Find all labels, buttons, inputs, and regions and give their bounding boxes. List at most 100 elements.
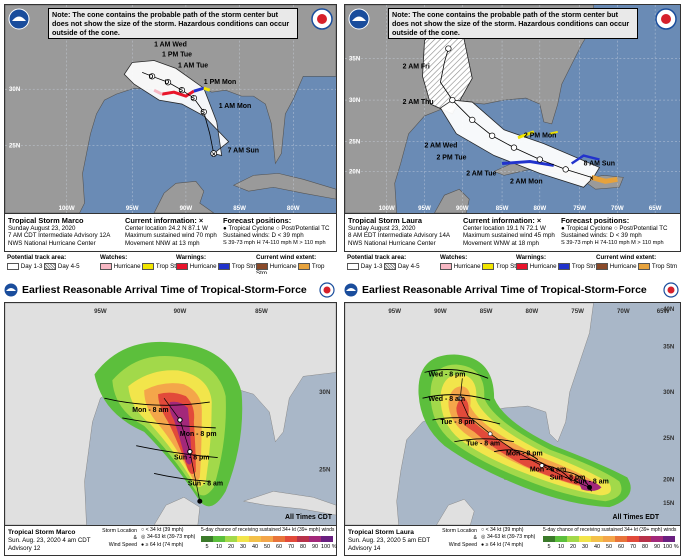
storm-location-label: Storm Location xyxy=(102,528,137,534)
marco-label-1am-wed: 1 AM Wed xyxy=(154,42,187,49)
arrival-advisory: Advisory 14 xyxy=(348,544,381,552)
nws-logo-icon xyxy=(655,8,677,30)
marco-lon-100w: 100W xyxy=(59,205,75,212)
storm-location-label: Storm Location xyxy=(442,528,477,534)
date-line: Sunday August 23, 2020 xyxy=(348,225,416,232)
map-label: 60 xyxy=(617,544,625,550)
laura-arrival-tue-8pm: Tue - 8 pm xyxy=(440,419,474,426)
max-wind: Maximum sustained wind 45 mph xyxy=(463,232,555,240)
laura-ea-lon-65w: 65W xyxy=(657,308,670,315)
marco-lat-30n: 30N xyxy=(9,86,21,93)
laura-lat-35n: 35N xyxy=(349,55,361,62)
marco-ea-lon-85w: 85W xyxy=(255,308,268,315)
laura-label-2am-mon: 2 AM Mon xyxy=(510,178,543,185)
laura-cone-panel: × 100W 95W 90W 85W 80W 75W 70W 65W 35N 3… xyxy=(344,4,681,274)
hurricane-extent-label: Hurricane xyxy=(609,263,637,271)
laura-ea-lat-35n: 35N xyxy=(663,344,675,351)
noaa-logo-icon xyxy=(4,283,18,297)
laura-lon-85w: 85W xyxy=(496,205,509,212)
kt64-label: ≥ 64 kt (74 mph) xyxy=(145,541,184,548)
fp-tropical: Tropical Cyclone xyxy=(228,225,275,232)
fp-post: Post/Potential TC xyxy=(619,225,668,232)
map-label: 40 xyxy=(251,544,259,550)
day45-label: Day 4-5 xyxy=(57,263,80,271)
wind-speed-label: Wind Speed xyxy=(448,542,477,548)
laura-lat-25n: 25N xyxy=(349,139,361,146)
marco-label-1am-mon: 1 AM Mon xyxy=(219,103,252,110)
laura-ea-lat-30n: 30N xyxy=(663,389,675,396)
laura-ea-lon-70w: 70W xyxy=(617,308,630,315)
day13-label: Day 1-3 xyxy=(20,263,43,271)
marco-cone-panel: × S S S D D 100W 95W 90W 85W 80W 30N 25N… xyxy=(4,4,337,274)
fp-post: Post/Potential TC xyxy=(281,225,330,232)
marco-arrival-map: Mon - 8 am Mon - 8 pm Sun - 8 pm Sun - 8… xyxy=(4,302,337,526)
movement: Movement NNW at 13 mph xyxy=(125,239,200,247)
map-label: 5 xyxy=(547,544,551,550)
fp-sustained: Sustained winds: xyxy=(223,232,270,240)
map-label: 50 xyxy=(605,544,613,550)
map-label: D xyxy=(149,73,154,80)
marco-info-box: Tropical Storm Marco Sunday August 23, 2… xyxy=(4,214,337,252)
max-wind: Maximum sustained wind 70 mph xyxy=(125,232,217,240)
map-label: × xyxy=(212,152,216,159)
center-location: Center location 24.2 N 87.1 W xyxy=(125,225,208,232)
date-line: Sunday August 23, 2020 xyxy=(8,225,76,232)
advisory-line: 7 AM CDT Intermediate Advisory 12A xyxy=(8,232,111,240)
wind-extent-label: Current wind extent: xyxy=(256,254,317,261)
map-label: S xyxy=(201,109,205,116)
marco-ea-lat-25n: 25N xyxy=(319,466,331,473)
laura-label-2am-tue: 2 AM Tue xyxy=(466,170,496,177)
day45-label: Day 4-5 xyxy=(397,263,420,271)
map-label: 80 xyxy=(299,544,307,550)
nws-logo-icon xyxy=(311,8,333,30)
laura-ea-lon-90w: 90W xyxy=(434,308,447,315)
map-label: 70 xyxy=(629,544,637,550)
marco-arrival-sun-8am: Sun - 8 am xyxy=(188,480,223,487)
and-label: & xyxy=(473,535,477,541)
laura-lon-90w: 90W xyxy=(456,205,469,212)
map-label: 70 xyxy=(287,544,295,550)
arrival-storm: Tropical Storm Marco xyxy=(8,529,76,536)
marco-all-times: All Times CDT xyxy=(285,514,333,521)
laura-arrival-mon-8am: Mon - 8 am xyxy=(530,466,566,473)
hurricane-warning-label: Hurricane xyxy=(529,263,557,271)
colorbar-scale: 5 10 20 30 40 50 60 70 80 90 100 % xyxy=(201,544,336,553)
day13-label: Day 1-3 xyxy=(360,263,383,271)
laura-legend: Potential track area: Day 1-3 Day 4-5 Wa… xyxy=(344,253,681,274)
kt34-label: < 34 kt (39 mph) xyxy=(485,527,524,533)
current-info-label: Current information: × xyxy=(125,216,204,225)
cone-note: Note: The cone contains the probable pat… xyxy=(48,8,298,39)
marco-ea-lat-30n: 30N xyxy=(319,389,331,396)
marco-arrival-mon-8am: Mon - 8 am xyxy=(132,407,168,414)
laura-arrival-sun-8pm: Sun - 8 pm xyxy=(550,474,586,481)
map-label: 60 xyxy=(275,544,283,550)
laura-ea-lon-75w: 75W xyxy=(571,308,584,315)
laura-ea-lon-80w: 80W xyxy=(526,308,539,315)
arrival-date: Sun. Aug. 23, 2020 4 am CDT xyxy=(8,537,91,544)
center-line: NWS National Hurricane Center xyxy=(348,239,436,247)
forecast-label: Forecast positions: xyxy=(223,216,292,225)
arrival-advisory: Advisory 12 xyxy=(8,544,41,552)
marco-lat-25n: 25N xyxy=(9,143,21,150)
laura-lon-80w: 80W xyxy=(534,205,547,212)
laura-lon-95w: 95W xyxy=(418,205,431,212)
laura-ea-lon-85w: 85W xyxy=(480,308,493,315)
fp-d: D < 39 mph xyxy=(271,232,304,240)
laura-label-2am-thu: 2 AM Thu xyxy=(403,99,434,106)
marco-lon-90w: 90W xyxy=(180,205,193,212)
fp-d: D < 39 mph xyxy=(609,232,642,240)
noaa-logo-icon xyxy=(348,8,370,30)
laura-label-2pm-mon: 2 PM Mon xyxy=(524,133,556,140)
fp-tropical: Tropical Cyclone xyxy=(566,225,613,232)
marco-arrival-panel: Earliest Reasonable Arrival Time of Trop… xyxy=(4,280,337,556)
hurricane-watch-label: Hurricane xyxy=(453,263,481,271)
watches-label: Watches: xyxy=(100,254,128,261)
laura-ea-lat-40n: 40N xyxy=(663,306,675,313)
watches-label: Watches: xyxy=(440,254,468,261)
laura-arrival-wed-8am: Wed - 8 am xyxy=(429,396,466,403)
nws-logo-icon xyxy=(663,282,679,298)
map-label: 30 xyxy=(239,544,247,550)
map-label: S xyxy=(191,95,195,102)
noaa-logo-icon xyxy=(344,283,358,297)
laura-arrival-tue-8am: Tue - 8 am xyxy=(466,441,500,448)
